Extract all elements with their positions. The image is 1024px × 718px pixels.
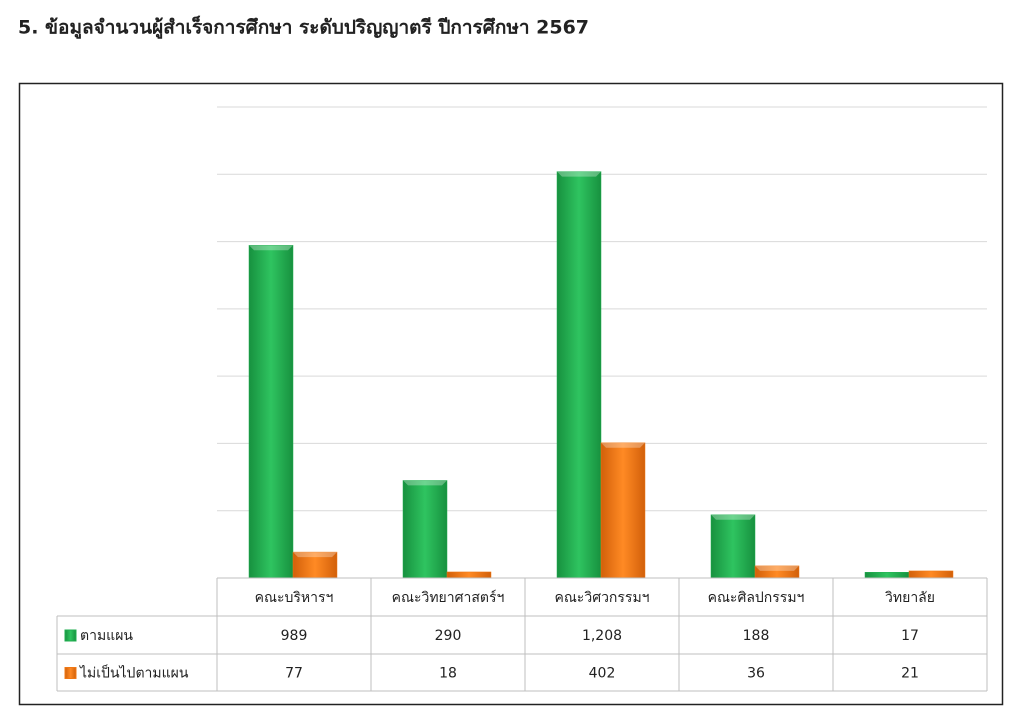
bar-bevel [403, 480, 447, 486]
bar-bevel [293, 552, 337, 558]
bar [600, 442, 646, 579]
table-value: 18 [439, 666, 457, 682]
page-title: 5. ข้อมูลจำนวนผู้สำเร็จการศึกษา ระดับปริ… [18, 15, 589, 40]
table-value: 36 [747, 666, 765, 682]
table-value: 188 [743, 628, 770, 644]
bar-bevel [249, 245, 293, 251]
bar [908, 570, 954, 579]
bar [248, 245, 294, 579]
legend-swatch [64, 667, 77, 679]
table-value: 989 [281, 628, 308, 644]
bar-bevel [601, 442, 645, 448]
bar [292, 551, 338, 579]
legend-label: ไม่เป็นไปตามแผน [79, 664, 189, 682]
bar [402, 480, 448, 579]
bar [864, 572, 910, 579]
chart-frame [18, 82, 1004, 706]
bar-bevel [557, 171, 601, 177]
x-tick-label: คณะวิศวกรรมฯ [554, 590, 649, 606]
x-tick-label: คณะบริหารฯ [255, 590, 334, 606]
x-tick-label: วิทยาลัย [885, 590, 935, 606]
bar [710, 514, 756, 579]
legend-label: ตามแผน [80, 628, 133, 644]
bar-bevel [755, 565, 799, 571]
x-tick-label: คณะวิทยาศาสตร์ฯ [392, 589, 505, 606]
bar [446, 571, 492, 579]
legend-swatch [64, 629, 77, 642]
table-value: 17 [901, 628, 919, 644]
bar [556, 171, 602, 579]
table-value: 21 [901, 666, 919, 682]
x-tick-label: คณะศิลปกรรมฯ [708, 590, 805, 606]
bar-bevel [711, 514, 755, 520]
table-value: 290 [435, 628, 462, 644]
table-value: 402 [589, 666, 616, 682]
table-value: 1,208 [582, 628, 622, 644]
table-value: 77 [285, 666, 303, 682]
